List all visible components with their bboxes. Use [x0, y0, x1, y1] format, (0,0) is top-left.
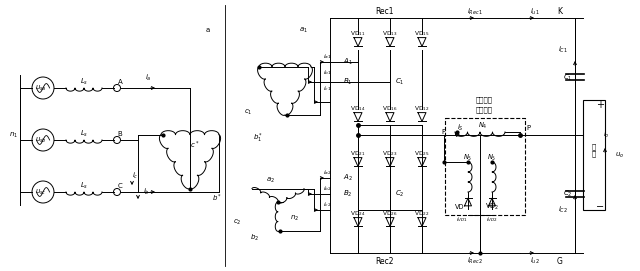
Text: $i_{b1}$: $i_{b1}$ [323, 69, 332, 78]
Text: $\mathrm{VD}_{12}$: $\mathrm{VD}_{12}$ [414, 105, 429, 114]
Text: $u_{sc}$: $u_{sc}$ [35, 188, 47, 196]
Text: $u_{sb}$: $u_{sb}$ [35, 136, 47, 145]
Text: $i_{Rec1}$: $i_{Rec1}$ [467, 7, 483, 17]
Text: a: a [206, 27, 210, 33]
Text: $i_{VD1}$: $i_{VD1}$ [456, 215, 468, 224]
Text: $i_o$: $i_o$ [603, 130, 609, 140]
Text: $i_{a2}$: $i_{a2}$ [323, 169, 332, 178]
Text: $L_s$: $L_s$ [80, 129, 88, 139]
Text: $n_1$: $n_1$ [10, 130, 19, 140]
Text: $\mathrm{VD}_{21}$: $\mathrm{VD}_{21}$ [350, 150, 365, 159]
Text: $\mathrm{VD}_2$: $\mathrm{VD}_2$ [485, 202, 499, 212]
Text: $c^*$: $c^*$ [190, 139, 200, 151]
Text: $B_2$: $B_2$ [343, 189, 353, 199]
Text: A: A [118, 79, 122, 85]
Text: $i_{VD2}$: $i_{VD2}$ [486, 215, 498, 224]
Text: $L_s$: $L_s$ [80, 181, 88, 191]
Text: $u_o$: $u_o$ [616, 150, 625, 160]
Text: $i_{C1}$: $i_{C1}$ [558, 45, 568, 55]
Text: $i_c$: $i_c$ [132, 171, 138, 181]
Text: +: + [596, 100, 604, 110]
Text: $i_{b2}$: $i_{b2}$ [323, 185, 332, 193]
Text: $i_{c1}$: $i_{c1}$ [323, 85, 332, 93]
Text: K: K [557, 8, 563, 17]
Text: 注入電路: 注入電路 [476, 107, 493, 113]
Text: F: F [441, 129, 445, 135]
Text: $i_{C2}$: $i_{C2}$ [558, 205, 568, 215]
Text: Rec2: Rec2 [376, 256, 394, 266]
Text: $i_a$: $i_a$ [145, 73, 151, 83]
Text: $i_S$: $i_S$ [456, 123, 463, 133]
Text: $i_{u1}$: $i_{u1}$ [530, 7, 540, 17]
Text: $i_b$: $i_b$ [143, 187, 149, 197]
Text: Rec1: Rec1 [376, 8, 394, 17]
Text: $n_2$: $n_2$ [291, 213, 300, 222]
Text: $i_{a1}$: $i_{a1}$ [323, 53, 332, 62]
Text: $\mathrm{VD}_{24}$: $\mathrm{VD}_{24}$ [350, 209, 366, 218]
Text: $\mathrm{VD}_{23}$: $\mathrm{VD}_{23}$ [382, 150, 397, 159]
Text: C: C [118, 183, 122, 189]
Text: $\mathrm{VD}_{15}$: $\mathrm{VD}_{15}$ [414, 30, 430, 38]
Text: $a_2$: $a_2$ [266, 175, 275, 185]
Text: $N_5$: $N_5$ [487, 153, 497, 163]
Text: $\mathrm{VD}_{11}$: $\mathrm{VD}_{11}$ [350, 30, 365, 38]
Text: $B_1$: $B_1$ [343, 77, 353, 87]
Text: $\mathrm{VD}_{22}$: $\mathrm{VD}_{22}$ [414, 209, 429, 218]
Text: $c_2$: $c_2$ [233, 217, 241, 227]
Text: $\mathrm{VD}_{16}$: $\mathrm{VD}_{16}$ [382, 105, 398, 114]
Text: P: P [526, 125, 530, 131]
Text: $i_{u2}$: $i_{u2}$ [530, 256, 540, 266]
Text: $\mathrm{VD}_{14}$: $\mathrm{VD}_{14}$ [350, 105, 366, 114]
Text: $N_4$: $N_4$ [478, 121, 488, 131]
Text: 無源諧波: 無源諧波 [476, 97, 493, 103]
Text: $C_1$: $C_1$ [563, 73, 573, 83]
Bar [583, 100, 605, 210]
Text: $\mathrm{VD}_{13}$: $\mathrm{VD}_{13}$ [382, 30, 397, 38]
Text: $u_{sa}$: $u_{sa}$ [35, 83, 47, 93]
Text: 负
载: 负 载 [592, 143, 596, 157]
Text: $N_5$: $N_5$ [463, 153, 473, 163]
Text: $\mathrm{VD}_{26}$: $\mathrm{VD}_{26}$ [382, 209, 398, 218]
Text: $b_1^*$: $b_1^*$ [253, 131, 263, 145]
Text: VD: VD [455, 204, 465, 210]
Text: B: B [118, 131, 122, 137]
Text: $b_2$: $b_2$ [250, 233, 260, 243]
Text: $b^*$: $b^*$ [212, 192, 222, 204]
Text: $a_1$: $a_1$ [298, 25, 307, 35]
Text: $C_2$: $C_2$ [396, 189, 404, 199]
Text: $i_{c2}$: $i_{c2}$ [323, 201, 332, 209]
Text: $c_1$: $c_1$ [244, 107, 252, 117]
Text: G: G [557, 256, 563, 266]
Text: $C_1$: $C_1$ [396, 77, 404, 87]
Text: $i_{Rec2}$: $i_{Rec2}$ [467, 256, 483, 266]
Text: $A_2$: $A_2$ [343, 173, 353, 183]
Text: $A_1$: $A_1$ [343, 57, 353, 67]
Text: $\mathrm{VD}_{25}$: $\mathrm{VD}_{25}$ [414, 150, 430, 159]
Bar [445, 118, 525, 215]
Text: $C_2$: $C_2$ [563, 189, 573, 199]
Text: $L_s$: $L_s$ [80, 77, 88, 87]
Text: $-$: $-$ [595, 200, 605, 210]
